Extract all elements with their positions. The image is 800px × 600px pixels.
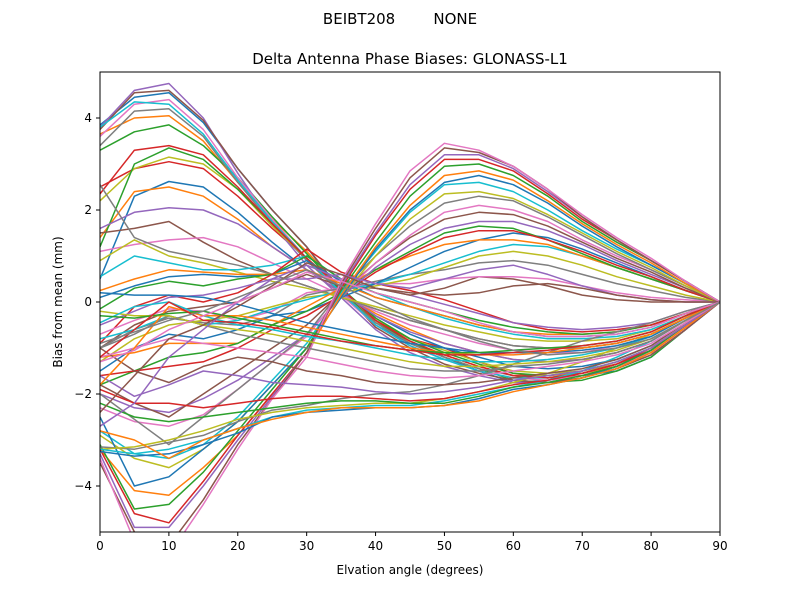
figure-suptitle: BEIBT208 NONE (323, 10, 477, 28)
series-line-61 (100, 292, 720, 354)
series-line-41 (100, 174, 720, 487)
y-tick-label: −4 (74, 479, 92, 493)
x-tick-label: 40 (368, 539, 383, 553)
x-tick-label: 30 (299, 539, 314, 553)
x-tick-label: 90 (712, 539, 727, 553)
y-tick-label: −2 (74, 387, 92, 401)
y-tick-label: 2 (84, 203, 92, 217)
y-tick-label: 0 (84, 295, 92, 309)
x-tick-label: 50 (437, 539, 452, 553)
series-line-19 (100, 239, 720, 342)
x-tick-label: 70 (575, 539, 590, 553)
series-line-48 (100, 301, 720, 450)
series-line-35 (100, 220, 720, 414)
series-line-56 (100, 301, 720, 386)
series-line-24 (100, 248, 720, 344)
y-axis: −4 −2 0 2 4 (74, 111, 100, 493)
series-line-53 (100, 301, 720, 423)
series-line-68 (100, 269, 720, 356)
series-line-66 (100, 262, 720, 413)
series-line-47 (100, 142, 720, 532)
x-tick-label: 10 (161, 539, 176, 553)
series-line-26 (100, 273, 720, 349)
x-tick-label: 80 (643, 539, 658, 553)
x-axis: 0 10 20 30 40 50 60 70 80 90 (96, 532, 728, 553)
series-line-43 (100, 163, 720, 510)
y-tick-label: 4 (84, 111, 92, 125)
series-layer (100, 82, 720, 532)
x-tick-label: 0 (96, 539, 104, 553)
y-axis-label: Bias from mean (mm) (51, 236, 65, 367)
series-line-64 (100, 301, 720, 358)
series-line-67 (100, 271, 720, 363)
series-line-36 (100, 211, 720, 418)
series-line-55 (100, 301, 720, 398)
series-line-33 (100, 225, 720, 386)
chart-title: Delta Antenna Phase Biases: GLONASS-L1 (252, 50, 568, 68)
series-line-42 (100, 170, 720, 496)
series-line-52 (100, 301, 720, 460)
series-line-34 (100, 229, 720, 377)
series-line-46 (100, 147, 720, 532)
x-tick-label: 60 (506, 539, 521, 553)
series-line-37 (100, 204, 720, 427)
series-line-31 (100, 232, 720, 372)
x-tick-label: 20 (230, 539, 245, 553)
series-line-54 (100, 301, 720, 409)
series-line-57 (100, 301, 720, 379)
x-axis-label: Elvation angle (degrees) (337, 563, 484, 577)
